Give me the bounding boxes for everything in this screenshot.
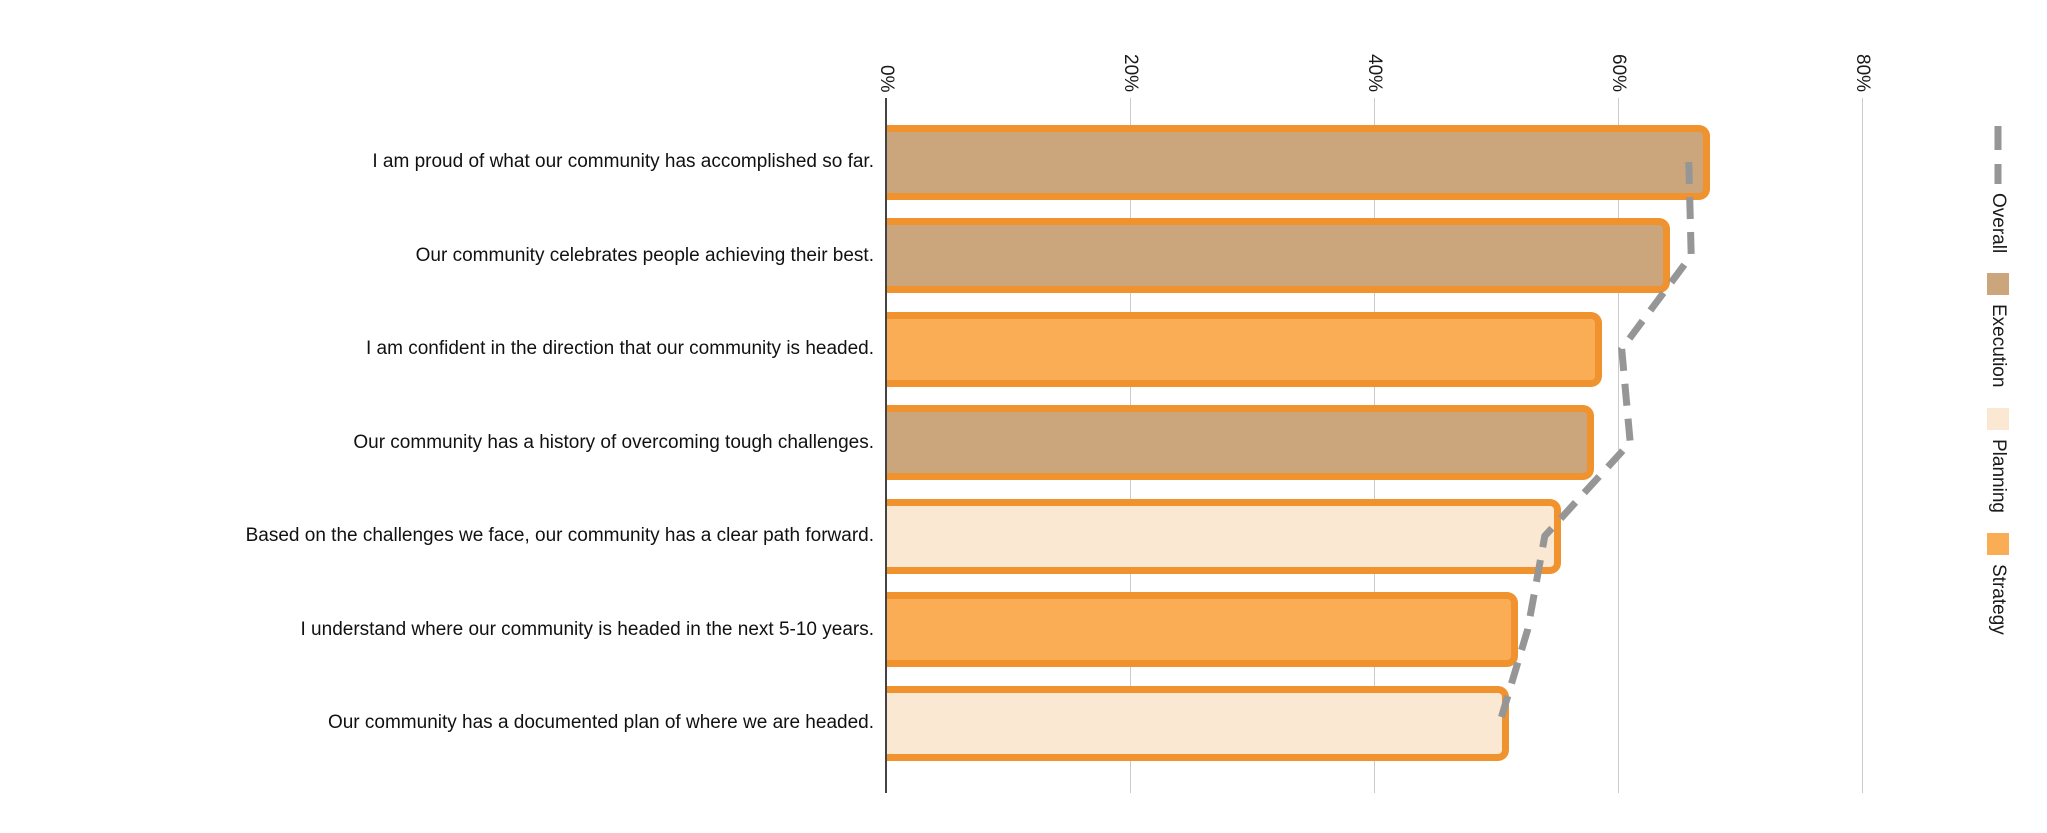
legend-item-planning: Planning (1987, 407, 2009, 513)
legend-swatch-planning (1987, 407, 2009, 430)
legend-dashed-line-marker (1994, 126, 2002, 184)
category-label: Our community has a history of overcomin… (353, 431, 874, 453)
legend-swatch-execution (1987, 273, 2009, 296)
category-label: Our community celebrates people achievin… (415, 244, 874, 266)
legend-item-overall: Overall (1987, 126, 2009, 253)
bar-planning (886, 685, 1510, 761)
bar-execution (886, 124, 1710, 200)
legend-item-execution: Execution (1987, 273, 2009, 388)
bar-execution (886, 218, 1671, 293)
bar-strategy (886, 592, 1518, 667)
legend-swatch-strategy (1987, 532, 2009, 555)
x-axis-tick-label: 20% (1120, 53, 1141, 92)
bar-execution (886, 405, 1594, 480)
gridline (1617, 98, 1619, 793)
category-label: I am confident in the direction that our… (366, 338, 874, 359)
bar-strategy (886, 311, 1603, 387)
x-axis-tick-label: 80% (1852, 53, 1873, 92)
category-label: I am proud of what our community has acc… (372, 151, 874, 172)
gridline (1861, 98, 1863, 793)
legend: Overall Execution Planning Strategy (1972, 126, 2024, 634)
category-label: Our community has a documented plan of w… (327, 712, 874, 733)
legend-label: Planning (1988, 438, 2009, 513)
category-label: I understand where our community is head… (300, 618, 875, 640)
legend-label: Overall (1988, 193, 2009, 254)
x-axis-tick-label: 40% (1364, 53, 1385, 92)
legend-label: Execution (1988, 304, 2009, 388)
x-axis-tick-label: 0% (876, 64, 897, 92)
bar-planning (886, 498, 1561, 574)
category-label: Based on the challenges we face, our com… (245, 525, 874, 546)
x-axis-tick-label: 60% (1608, 53, 1629, 92)
legend-item-strategy: Strategy (1987, 532, 2009, 635)
legend-label: Strategy (1988, 563, 2009, 635)
y-axis-line (885, 98, 887, 793)
